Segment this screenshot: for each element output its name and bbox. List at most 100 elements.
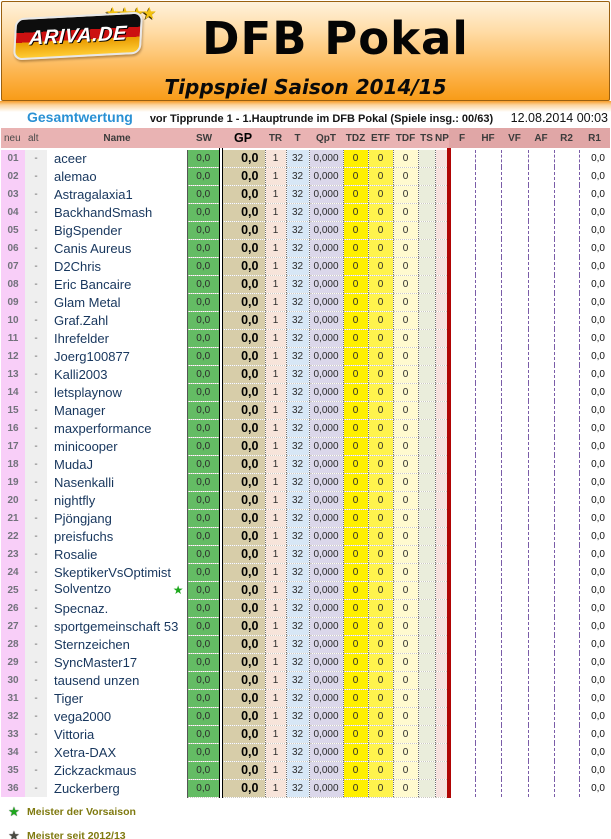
rank-old-cell: - <box>25 581 47 599</box>
hf-cell <box>474 311 501 329</box>
player-name-cell[interactable]: MudaJ <box>47 455 187 473</box>
rank-old-cell: - <box>25 545 47 563</box>
etf-cell: 0 <box>367 491 393 510</box>
player-name: Xetra-DAX <box>54 744 117 760</box>
table-row: 22 - preisfuchs 0,0 0,0 1 32 0,000 0 0 0… <box>1 527 610 546</box>
player-name: Sternzeichen <box>54 636 130 652</box>
player-name-cell[interactable]: Zickzackmaus <box>47 761 187 779</box>
player-name-cell[interactable]: SkeptikerVsOptimist <box>47 563 187 581</box>
player-name-cell[interactable]: Ihrefelder <box>47 329 187 347</box>
player-name-cell[interactable]: preisfuchs <box>47 527 187 545</box>
player-name-cell[interactable]: BackhandSmash <box>47 203 187 221</box>
rank-new-cell: 30 <box>1 671 25 689</box>
table-row: 10 - Graf.Zahl 0,0 0,0 1 32 0,000 0 0 0 … <box>1 311 610 330</box>
f-cell <box>447 725 475 743</box>
player-name-cell[interactable]: ★ Solventzo <box>47 581 187 599</box>
player-name-cell[interactable]: D2Chris <box>47 257 187 275</box>
ariva-logo[interactable]: ★★★★ ARIVA.DE <box>12 4 157 61</box>
sw-cell: 0,0 <box>186 401 222 420</box>
tdf-cell: 0 <box>392 365 418 384</box>
player-name-cell[interactable]: Rosalie <box>47 545 187 563</box>
np-cell <box>434 635 449 654</box>
r1-cell: 0,0 <box>578 689 610 707</box>
tdf-cell: 0 <box>392 185 418 204</box>
player-name-cell[interactable]: alemao <box>47 167 187 185</box>
player-name-cell[interactable]: aceer <box>47 149 187 167</box>
player-name-cell[interactable]: Manager <box>47 401 187 419</box>
player-name-cell[interactable]: vega2000 <box>47 707 187 725</box>
tdf-cell: 0 <box>392 527 418 546</box>
player-name: Specnaz. <box>54 600 109 616</box>
t-cell: 32 <box>285 185 309 204</box>
vf-cell <box>500 293 528 311</box>
etf-cell: 0 <box>367 527 393 546</box>
player-name-cell[interactable]: tausend unzen <box>47 671 187 689</box>
sw-cell: 0,0 <box>186 725 222 744</box>
np-cell <box>434 185 449 204</box>
player-name: vega2000 <box>54 708 112 724</box>
player-name-cell[interactable]: nightfly <box>47 491 187 509</box>
rank-old-cell: - <box>25 725 47 743</box>
gp-cell: 0,0 <box>219 725 265 744</box>
tdz-cell: 0 <box>342 365 368 384</box>
tr-cell: 1 <box>264 329 286 348</box>
qpt-cell: 0,000 <box>308 653 343 672</box>
tr-cell: 1 <box>264 257 286 276</box>
ts-cell <box>417 509 435 528</box>
sw-cell: 0,0 <box>186 779 222 798</box>
vf-cell <box>500 473 528 491</box>
ts-cell <box>417 491 435 510</box>
view-label-gesamtwertung[interactable]: Gesamtwertung <box>27 109 133 125</box>
vf-cell <box>500 779 528 797</box>
tdz-cell: 0 <box>342 635 368 654</box>
player-name-cell[interactable]: Astragalaxia1 <box>47 185 187 203</box>
player-name-cell[interactable]: Tiger <box>47 689 187 707</box>
player-name-cell[interactable]: Zuckerberg <box>47 779 187 797</box>
rank-old-cell: - <box>25 527 47 545</box>
player-name-cell[interactable]: Glam Metal <box>47 293 187 311</box>
player-name-cell[interactable]: Kalli2003 <box>47 365 187 383</box>
player-name: Zickzackmaus <box>54 762 137 778</box>
np-cell <box>434 257 449 276</box>
player-name-cell[interactable]: SyncMaster17 <box>47 653 187 671</box>
ts-cell <box>417 545 435 564</box>
tdz-cell: 0 <box>342 617 368 636</box>
tr-cell: 1 <box>264 149 286 168</box>
player-name-cell[interactable]: Xetra-DAX <box>47 743 187 761</box>
tdf-cell: 0 <box>392 725 418 744</box>
player-name-cell[interactable]: letsplaynow <box>47 383 187 401</box>
etf-cell: 0 <box>367 455 393 474</box>
rank-old-cell: - <box>25 779 47 797</box>
info-bar: Gesamtwertung vor Tipprunde 1 - 1.Hauptr… <box>0 101 611 128</box>
player-name-cell[interactable]: minicooper <box>47 437 187 455</box>
player-name-cell[interactable]: Canis Aureus <box>47 239 187 257</box>
f-cell <box>447 257 475 275</box>
af-cell <box>527 707 554 725</box>
qpt-cell: 0,000 <box>308 491 343 510</box>
hf-cell <box>474 761 501 779</box>
player-name-cell[interactable]: Graf.Zahl <box>47 311 187 329</box>
player-name-cell[interactable]: Eric Bancaire <box>47 275 187 293</box>
etf-cell: 0 <box>367 689 393 708</box>
hf-cell <box>474 617 501 635</box>
tdf-cell: 0 <box>392 401 418 420</box>
player-name-cell[interactable]: Vittoria <box>47 725 187 743</box>
player-name-cell[interactable]: Sternzeichen <box>47 635 187 653</box>
player-name-cell[interactable]: Specnaz. <box>47 599 187 617</box>
player-name-cell[interactable]: Pjöngjang <box>47 509 187 527</box>
tr-cell: 1 <box>264 653 286 672</box>
rank-new-cell: 36 <box>1 779 25 797</box>
col-header-neu: neu <box>1 128 25 150</box>
t-cell: 32 <box>285 311 309 330</box>
player-name-cell[interactable]: sportgemeinschaft 53 <box>47 617 187 635</box>
player-name-cell[interactable]: Nasenkalli <box>47 473 187 491</box>
hf-cell <box>474 599 501 617</box>
player-name-cell[interactable]: Joerg100877 <box>47 347 187 365</box>
gp-cell: 0,0 <box>219 365 265 384</box>
t-cell: 32 <box>285 419 309 438</box>
player-name-cell[interactable]: BigSpender <box>47 221 187 239</box>
player-name-cell[interactable]: maxperformance <box>47 419 187 437</box>
f-cell <box>447 509 475 527</box>
tdz-cell: 0 <box>342 329 368 348</box>
player-name: Solventzo <box>54 581 112 596</box>
